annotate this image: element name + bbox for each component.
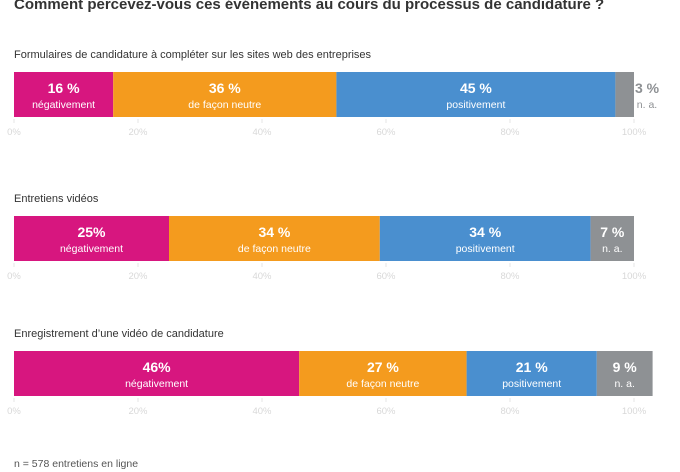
tick-label: 20%	[128, 406, 148, 417]
segment-name-label: négativement	[32, 99, 95, 111]
bar-segment-de-fa-on-neutre	[299, 351, 467, 396]
tick-label: 100%	[622, 406, 647, 417]
value-label: 9 %	[613, 359, 638, 375]
value-label: 45 %	[460, 80, 492, 96]
tick-label: 0%	[7, 271, 21, 282]
tick-label: 40%	[252, 271, 272, 282]
segment-name-label: de façon neutre	[346, 378, 419, 390]
segment-name-label: positivement	[456, 243, 515, 255]
bar-group: Entretiens vidéos 0% 20% 40% 60% 80% 100% 25% né…	[7, 193, 647, 282]
value-label: 27 %	[367, 359, 399, 375]
tick-label: 60%	[376, 127, 396, 138]
segment-name-label: de façon neutre	[238, 243, 311, 255]
segment-name-label: positivement	[446, 99, 505, 111]
bar-segment-positivement	[379, 216, 591, 261]
bar-segment-positivement	[466, 351, 597, 396]
tick-label: 0%	[7, 406, 21, 417]
tick-label: 100%	[622, 271, 647, 282]
tick-label: 100%	[622, 127, 647, 138]
sample-size-note: n = 578 entretiens en ligne	[14, 458, 139, 470]
segment-name-label: n. a.	[637, 99, 657, 111]
bar-segment-n-a-	[615, 72, 634, 117]
chart-title: Comment percevez-vous ces événements au …	[14, 0, 605, 13]
value-label: 34 %	[258, 224, 290, 240]
bar-segment-n-gativement	[14, 216, 169, 261]
bar-segment-n-gativement	[14, 72, 114, 117]
segment-name-label: positivement	[502, 378, 561, 390]
bar-group: Enregistrement d’une vidéo de candidatur…	[7, 328, 653, 417]
tick-label: 80%	[500, 127, 520, 138]
tick-label: 80%	[500, 271, 520, 282]
value-label: 7 %	[600, 224, 625, 240]
category-label: Entretiens vidéos	[14, 193, 99, 205]
tick-label: 60%	[376, 406, 396, 417]
bar-segment-de-fa-on-neutre	[169, 216, 380, 261]
tick-label: 60%	[376, 271, 396, 282]
value-label: 34 %	[469, 224, 501, 240]
tick-label: 40%	[252, 127, 272, 138]
segment-name-label: n. a.	[602, 243, 622, 255]
value-label: 36 %	[209, 80, 241, 96]
bar-segment-de-fa-on-neutre	[113, 72, 337, 117]
value-label: 21 %	[516, 359, 548, 375]
value-label: 25%	[77, 224, 106, 240]
segment-name-label: négativement	[125, 378, 188, 390]
bar-segment-n-a-	[590, 216, 634, 261]
tick-label: 20%	[128, 127, 148, 138]
tick-label: 0%	[7, 127, 21, 138]
segment-name-label: de façon neutre	[188, 99, 261, 111]
value-label: 46%	[143, 359, 172, 375]
tick-label: 20%	[128, 271, 148, 282]
bar-segment-positivement	[336, 72, 616, 117]
segment-name-label: négativement	[60, 243, 123, 255]
bar-segment-n-gativement	[14, 351, 300, 396]
bar-segment-n-a-	[596, 351, 653, 396]
bar-group: Formulaires de candidature à compléter s…	[7, 49, 659, 138]
category-label: Enregistrement d’une vidéo de candidatur…	[14, 328, 224, 340]
segment-name-label: n. a.	[614, 378, 634, 390]
category-label: Formulaires de candidature à compléter s…	[14, 49, 372, 61]
value-label: 3 %	[635, 80, 660, 96]
tick-label: 40%	[252, 406, 272, 417]
tick-label: 80%	[500, 406, 520, 417]
value-label: 16 %	[48, 80, 80, 96]
